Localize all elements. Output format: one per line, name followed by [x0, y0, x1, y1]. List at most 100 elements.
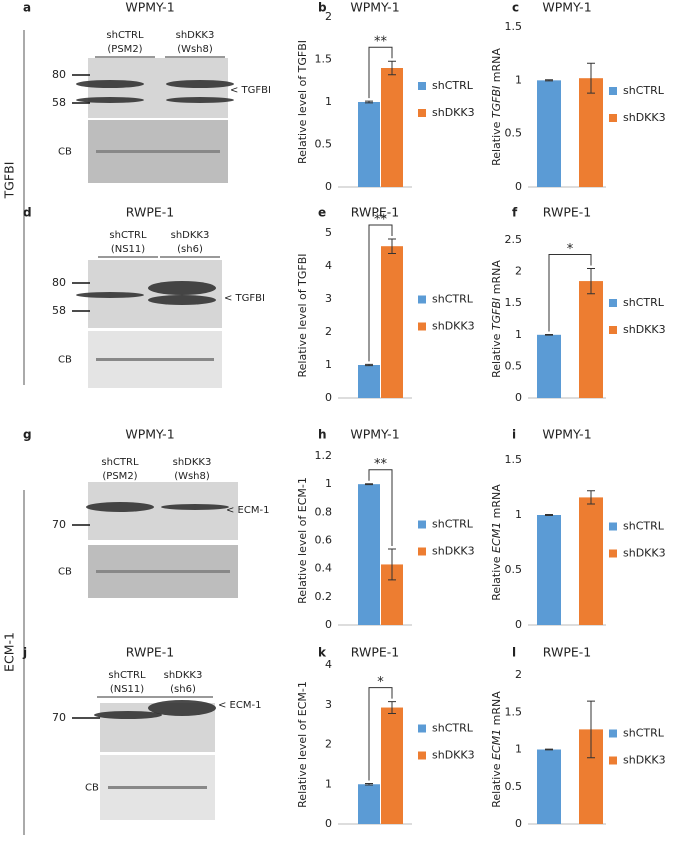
band-label: < ECM-1	[218, 700, 261, 711]
y-tick-label: 0.5	[505, 563, 523, 576]
group-label: TGFBI	[2, 162, 17, 200]
significance-bracket	[548, 253, 592, 332]
lane-label: (PSM2)	[107, 44, 142, 55]
error-bar	[587, 490, 595, 505]
y-tick-label: 1.5	[505, 453, 523, 466]
lane-label: shDKK3	[171, 230, 210, 241]
cb-label: CB	[58, 567, 72, 578]
y-tick-label: 2	[325, 10, 332, 23]
y-tick-label: 5	[325, 226, 332, 239]
blot-band	[76, 97, 144, 103]
significance-bracket	[368, 469, 393, 546]
legend-swatch	[609, 549, 617, 558]
y-axis-label-part: mRNA	[490, 691, 503, 729]
legend-label: shDKK3	[432, 749, 475, 762]
marker-label: 70	[52, 518, 66, 531]
y-axis-label-part: mRNA	[490, 260, 503, 298]
bar	[537, 515, 561, 625]
bar	[537, 80, 561, 187]
y-axis-label-part: Relative	[490, 330, 503, 378]
error-bar	[365, 100, 373, 104]
panel-letter: j	[22, 646, 27, 660]
bar	[381, 246, 403, 398]
legend-label: shDKK3	[623, 547, 666, 560]
error-bar	[587, 700, 595, 759]
panel-letter: d	[23, 206, 32, 220]
band-label: < TGFBI	[224, 293, 265, 304]
legend-label: shCTRL	[432, 79, 474, 92]
marker-label: 58	[52, 96, 66, 109]
chart-title: RWPE-1	[351, 205, 399, 220]
y-axis-label-part: mRNA	[490, 48, 503, 86]
y-tick-label: 2	[325, 325, 332, 338]
legend-swatch	[418, 109, 426, 117]
y-tick-label: 4	[325, 658, 332, 671]
y-tick-label: 0.8	[315, 505, 333, 518]
y-tick-label: 1.5	[315, 53, 333, 66]
y-tick-label: 0.5	[505, 780, 523, 793]
error-bar	[545, 513, 553, 517]
blot-band	[76, 80, 144, 88]
legend-swatch	[609, 299, 617, 307]
blot-image	[88, 58, 228, 118]
significance-label: **	[374, 457, 388, 472]
panel-letter: l	[512, 646, 516, 660]
legend-swatch	[418, 295, 426, 304]
y-axis-label-part: TGFBI	[490, 298, 503, 330]
y-tick-label: 2	[325, 738, 332, 751]
legend-swatch	[418, 547, 426, 556]
legend-swatch	[609, 326, 617, 334]
y-tick-label: 0.5	[505, 127, 523, 140]
lane-label: (sh6)	[170, 684, 196, 695]
blot-band	[148, 295, 216, 305]
cb-label: CB	[58, 355, 72, 366]
significance-label: *	[377, 675, 384, 690]
y-axis-label: Relative TGFBI mRNA	[490, 260, 503, 378]
blot-title: WPMY-1	[125, 0, 174, 15]
error-bar	[388, 701, 396, 714]
error-bar	[388, 60, 396, 76]
blot-band	[148, 700, 216, 716]
panel-letter: k	[318, 646, 327, 660]
bar	[381, 707, 403, 824]
lane-label: shCTRL	[108, 670, 146, 681]
group-label: ECM-1	[2, 632, 17, 672]
bar	[358, 484, 380, 625]
error-bar	[365, 782, 373, 786]
marker-label: 80	[52, 68, 66, 81]
error-bar	[545, 79, 553, 82]
significance-bracket	[368, 46, 393, 99]
legend-swatch	[609, 729, 617, 738]
band-label: < TGFBI	[230, 85, 271, 96]
y-tick-label: 3	[325, 292, 332, 305]
bar	[537, 334, 561, 398]
y-tick-label: 0	[325, 391, 332, 404]
error-bar	[545, 748, 553, 751]
chart-title: WPMY-1	[350, 427, 399, 442]
y-tick-label: 0	[325, 618, 332, 631]
panel-letter: f	[512, 206, 518, 220]
legend-swatch	[609, 114, 617, 122]
y-axis-label: Relative ECM1 mRNA	[490, 691, 503, 808]
blot-title: RWPE-1	[126, 645, 174, 660]
legend-swatch	[418, 724, 426, 733]
y-tick-label: 2	[515, 265, 522, 278]
blot-band	[76, 292, 144, 298]
y-tick-label: 1	[515, 743, 522, 756]
bar	[381, 564, 403, 625]
panel-letter: h	[318, 428, 327, 442]
y-axis-label: Relative level of ECM-1	[296, 477, 309, 604]
chart-title: WPMY-1	[542, 0, 591, 15]
y-tick-label: 0	[515, 817, 522, 830]
y-tick-label: 0	[515, 618, 522, 631]
y-axis-label: Relative level of TGFBI	[296, 40, 309, 164]
panel-letter: i	[512, 428, 516, 442]
y-tick-label: 1.5	[505, 296, 523, 309]
error-bar	[365, 483, 373, 486]
legend-label: shCTRL	[623, 84, 665, 97]
error-bar	[545, 333, 553, 336]
legend-swatch	[609, 756, 617, 765]
bar	[358, 784, 380, 824]
bar	[579, 497, 603, 625]
